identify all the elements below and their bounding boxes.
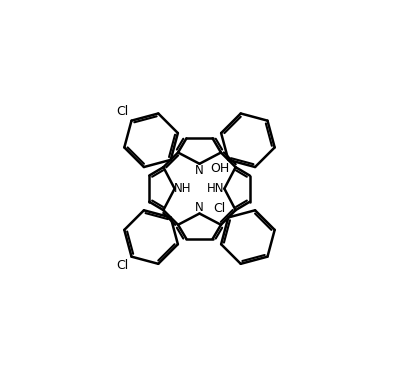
Text: NH: NH xyxy=(174,182,192,195)
Text: OH: OH xyxy=(210,162,229,175)
Text: Cl: Cl xyxy=(213,202,226,215)
Text: HN: HN xyxy=(207,182,225,195)
Text: Cl: Cl xyxy=(117,105,129,119)
Text: N: N xyxy=(195,164,204,177)
Text: N: N xyxy=(195,201,204,214)
Text: Cl: Cl xyxy=(117,259,129,272)
